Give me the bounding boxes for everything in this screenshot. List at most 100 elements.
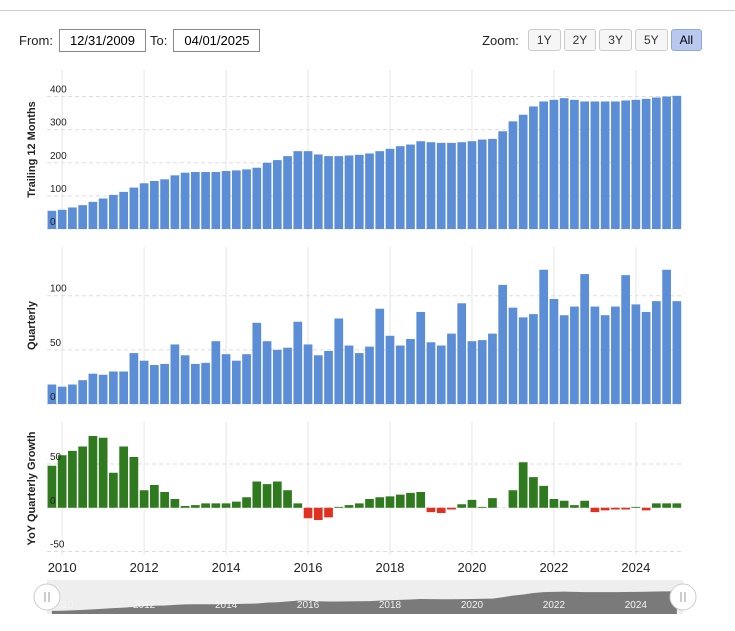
bar bbox=[57, 386, 67, 404]
zoom-button[interactable]: All bbox=[670, 29, 702, 51]
bar bbox=[406, 492, 415, 508]
bar bbox=[231, 501, 241, 508]
bar bbox=[334, 156, 344, 229]
bar bbox=[283, 347, 292, 404]
bar bbox=[324, 156, 333, 229]
bar bbox=[242, 354, 251, 404]
bar bbox=[344, 505, 354, 508]
bar bbox=[262, 341, 272, 404]
from-input[interactable]: 12/31/2009 bbox=[58, 29, 147, 52]
to-label: To: bbox=[150, 33, 168, 48]
bar bbox=[436, 142, 446, 229]
bar bbox=[344, 155, 354, 229]
bar bbox=[170, 344, 180, 404]
bar bbox=[580, 274, 590, 404]
bar bbox=[600, 101, 610, 229]
bar bbox=[354, 154, 364, 229]
navigator-handle[interactable] bbox=[669, 583, 697, 611]
x-tick-label: 2016 bbox=[294, 560, 323, 575]
bar bbox=[518, 317, 528, 404]
bar bbox=[98, 198, 108, 229]
zoom-button[interactable]: 3Y bbox=[599, 29, 632, 51]
bar bbox=[313, 154, 323, 229]
bar bbox=[139, 360, 149, 404]
bar bbox=[549, 298, 559, 404]
bar bbox=[641, 98, 651, 229]
bar bbox=[477, 506, 487, 508]
bar bbox=[457, 303, 467, 404]
bar bbox=[139, 490, 149, 508]
bar bbox=[98, 437, 108, 508]
zoom-button[interactable]: 5Y bbox=[634, 29, 668, 51]
bar bbox=[580, 500, 590, 508]
x-tick-label: 2020 bbox=[457, 560, 486, 575]
y-tick-label: 0 bbox=[50, 217, 56, 228]
bar bbox=[119, 191, 128, 229]
zoom-button[interactable]: 2Y bbox=[563, 29, 597, 51]
bar bbox=[529, 106, 538, 229]
bar bbox=[119, 371, 128, 404]
bar bbox=[406, 144, 415, 229]
navigator-handle[interactable] bbox=[33, 583, 61, 611]
bar bbox=[242, 497, 251, 508]
x-tick-label: 2012 bbox=[130, 560, 159, 575]
bar bbox=[662, 503, 671, 508]
bar bbox=[559, 98, 569, 229]
bar bbox=[180, 355, 190, 404]
bar bbox=[221, 354, 231, 404]
bar bbox=[150, 365, 159, 404]
bar bbox=[88, 201, 98, 229]
bar bbox=[641, 311, 651, 404]
bar bbox=[211, 341, 221, 404]
bar bbox=[98, 374, 108, 404]
bar bbox=[375, 497, 385, 508]
bar bbox=[395, 494, 405, 508]
bar bbox=[416, 311, 426, 404]
bar bbox=[190, 172, 200, 229]
bar bbox=[416, 141, 426, 229]
bar bbox=[590, 507, 600, 513]
bar bbox=[662, 96, 671, 229]
bar bbox=[180, 506, 190, 508]
bar bbox=[395, 146, 405, 229]
navigator-label: 2024 bbox=[625, 600, 648, 611]
bar bbox=[303, 344, 313, 404]
zoom-button[interactable]: 1Y bbox=[527, 29, 561, 51]
bar bbox=[549, 499, 559, 508]
bar bbox=[580, 101, 590, 229]
bar bbox=[467, 341, 477, 404]
bar bbox=[549, 99, 559, 229]
bar bbox=[88, 436, 98, 508]
bar bbox=[313, 507, 323, 520]
bar bbox=[139, 183, 149, 229]
bar bbox=[242, 169, 251, 229]
bar bbox=[426, 507, 436, 513]
bar bbox=[365, 499, 374, 508]
bar bbox=[672, 503, 682, 508]
x-tick-label: 2018 bbox=[376, 560, 405, 575]
to-input[interactable]: 04/01/2025 bbox=[173, 29, 261, 52]
bar bbox=[652, 503, 661, 508]
bar bbox=[272, 349, 282, 404]
from-label: From: bbox=[19, 33, 53, 48]
bar bbox=[518, 114, 528, 229]
bar bbox=[641, 507, 651, 511]
bar bbox=[426, 342, 436, 404]
bar bbox=[539, 101, 549, 229]
bar bbox=[385, 496, 395, 508]
bar bbox=[109, 371, 118, 404]
bar bbox=[293, 321, 303, 404]
bar bbox=[344, 345, 354, 404]
bar bbox=[426, 142, 436, 229]
bar bbox=[406, 339, 415, 404]
bar bbox=[170, 175, 180, 229]
navigator-label: 2014 bbox=[215, 600, 238, 611]
x-tick-label: 2014 bbox=[212, 560, 241, 575]
bar bbox=[262, 484, 272, 508]
bar bbox=[252, 481, 262, 508]
x-tick-label: 2010 bbox=[48, 560, 77, 575]
bar bbox=[201, 503, 210, 508]
bar bbox=[529, 477, 538, 508]
bar bbox=[78, 380, 88, 404]
